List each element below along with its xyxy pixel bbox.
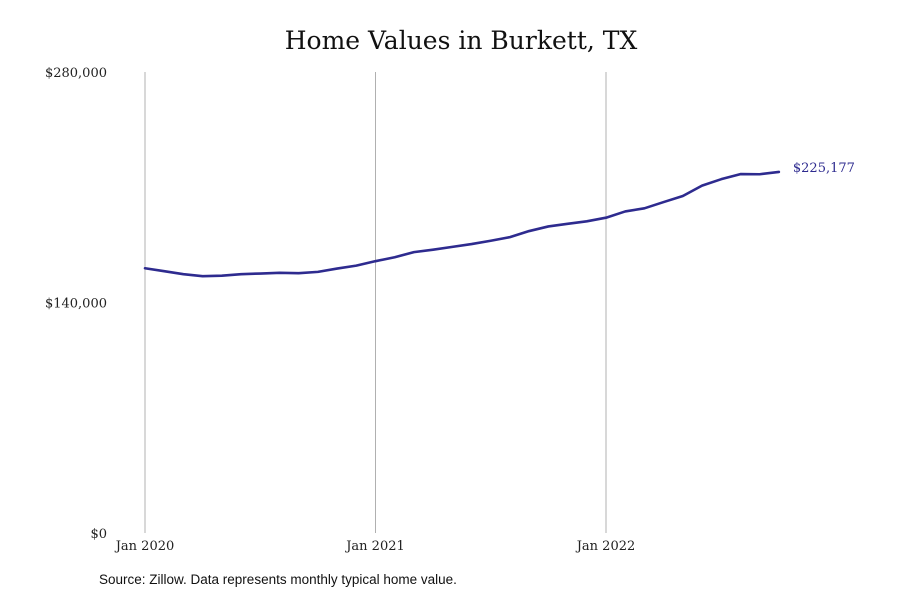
x-tick-label: Jan 2020 [114,539,175,554]
chart-title: Home Values in Burkett, TX [284,26,638,55]
x-tick-label: Jan 2022 [575,539,636,554]
x-axis-tick-labels: Jan 2020 Jan 2021 Jan 2022 [114,539,636,554]
vertical-gridlines [144,72,607,533]
source-note: Source: Zillow. Data represents monthly … [99,572,457,587]
y-tick-label: $280,000 [45,66,107,81]
home-value-line [143,170,781,278]
y-axis-tick-labels: $0 $140,000 $280,000 [45,66,107,542]
latest-value-label: $225,177 [793,161,855,176]
y-tick-label: $0 [90,527,107,542]
x-tick-label: Jan 2021 [344,539,405,554]
y-tick-label: $140,000 [45,297,107,312]
